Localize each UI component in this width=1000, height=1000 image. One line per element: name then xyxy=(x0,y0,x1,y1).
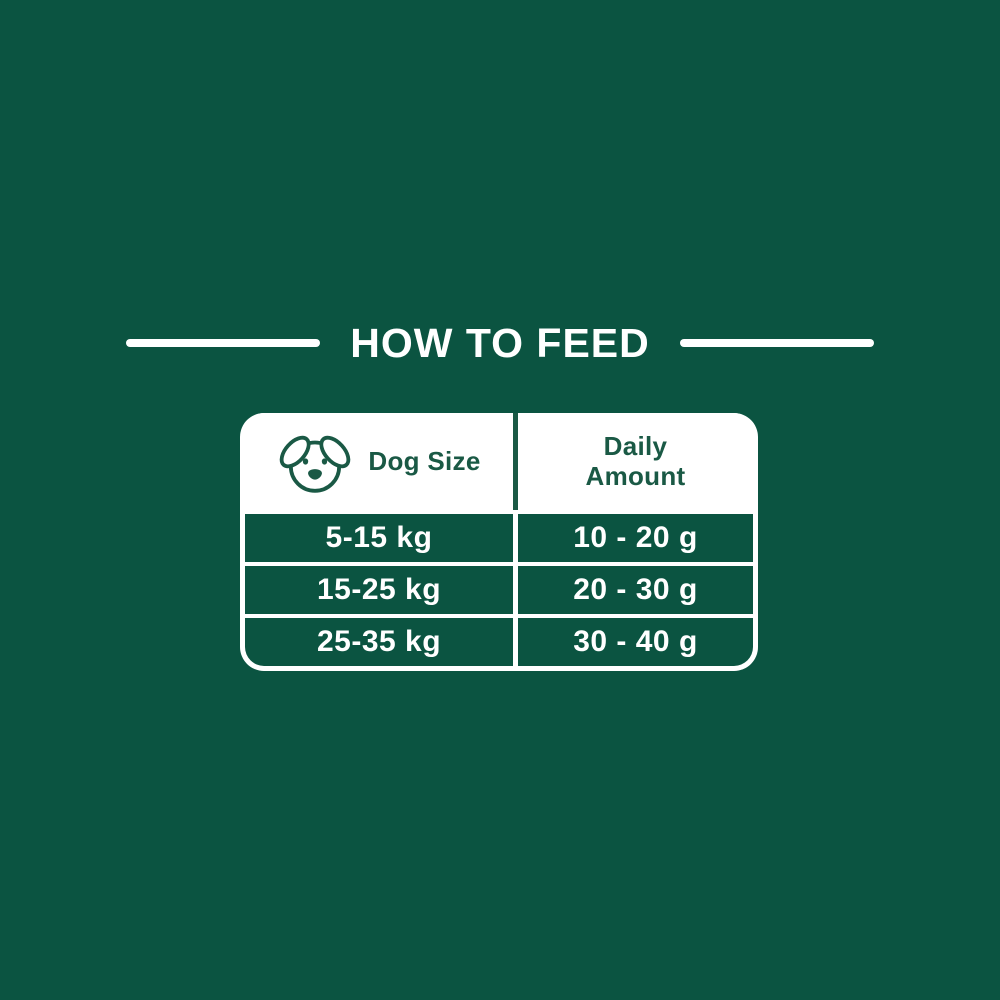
cell-divider xyxy=(513,618,518,666)
dog-face-icon xyxy=(277,427,353,496)
header-cell-daily-amount: Daily Amount xyxy=(518,413,753,510)
cell-divider xyxy=(513,566,518,614)
dog-size-header-label: Dog Size xyxy=(368,446,481,476)
section-title-row: HOW TO FEED xyxy=(0,318,1000,368)
column-divider xyxy=(513,413,518,510)
dog-size-cell: 15-25 kg xyxy=(245,566,513,614)
daily-amount-header-label: Daily Amount xyxy=(586,432,686,490)
daily-amount-header-line2: Amount xyxy=(585,460,686,491)
feeding-guide-table: Dog Size Daily Amount 5-15 kg 10 - 20 g … xyxy=(240,413,758,671)
daily-amount-cell: 30 - 40 g xyxy=(518,618,753,666)
table-row: 5-15 kg 10 - 20 g xyxy=(245,514,753,562)
daily-amount-cell: 10 - 20 g xyxy=(518,514,753,562)
dog-size-cell: 5-15 kg xyxy=(245,514,513,562)
section-title: HOW TO FEED xyxy=(350,319,650,366)
title-rule-right xyxy=(679,339,874,347)
dog-size-cell: 25-35 kg xyxy=(245,618,513,666)
daily-amount-header-line1: Daily xyxy=(603,431,668,462)
header-cell-dog-size: Dog Size xyxy=(245,413,513,510)
title-rule-left xyxy=(126,339,321,347)
table-header-row: Dog Size Daily Amount xyxy=(245,413,753,510)
cell-divider xyxy=(513,514,518,562)
daily-amount-cell: 20 - 30 g xyxy=(518,566,753,614)
table-row: 25-35 kg 30 - 40 g xyxy=(245,618,753,666)
table-row: 15-25 kg 20 - 30 g xyxy=(245,566,753,614)
